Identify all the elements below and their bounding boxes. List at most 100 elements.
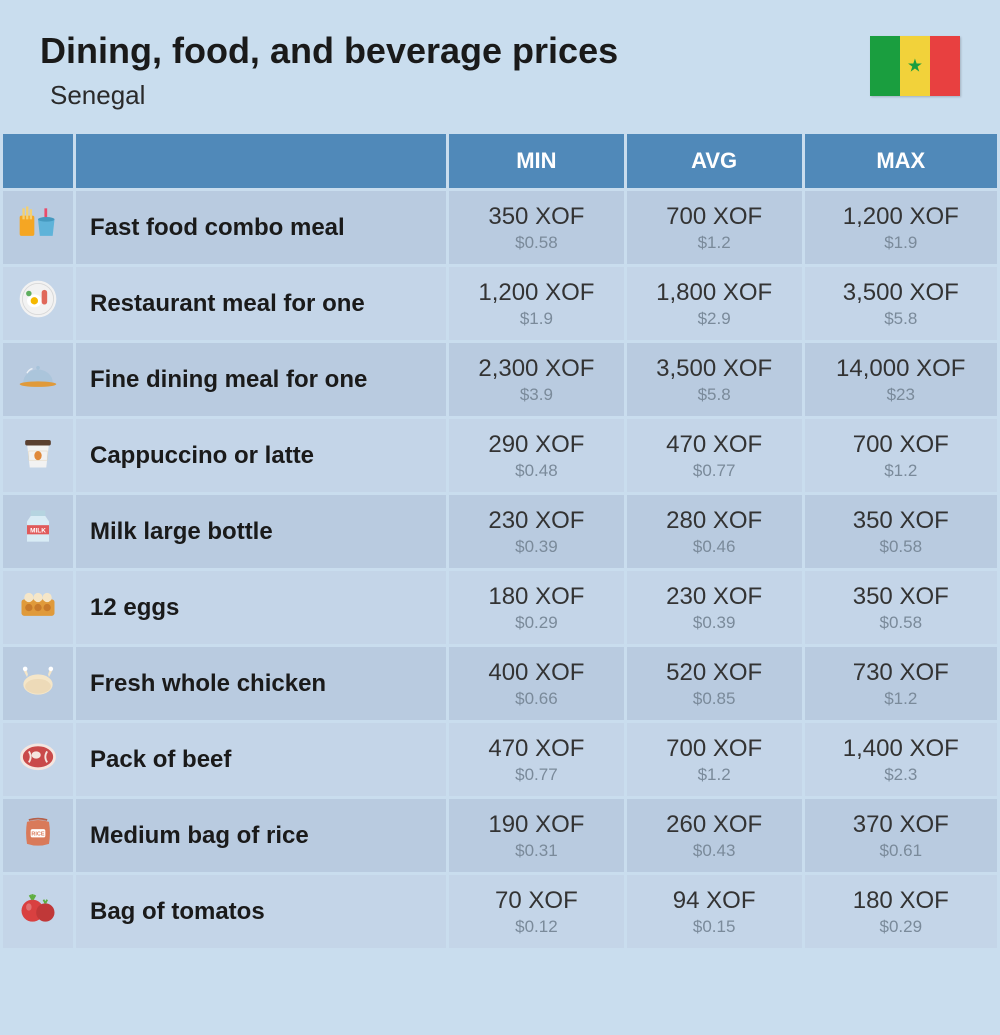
price-usd: $5.8 — [813, 309, 989, 329]
plate-egg-icon — [3, 267, 73, 340]
price-avg: 700 XOF$1.2 — [627, 723, 802, 796]
price-xof: 70 XOF — [457, 887, 616, 915]
price-usd: $0.58 — [457, 233, 616, 253]
price-usd: $0.85 — [635, 689, 794, 709]
price-xof: 400 XOF — [457, 659, 616, 687]
price-max: 14,000 XOF$23 — [805, 343, 997, 416]
price-usd: $0.15 — [635, 917, 794, 937]
price-min: 350 XOF$0.58 — [449, 191, 624, 264]
price-min: 400 XOF$0.66 — [449, 647, 624, 720]
price-avg: 280 XOF$0.46 — [627, 495, 802, 568]
price-avg: 520 XOF$0.85 — [627, 647, 802, 720]
table-row: Pack of beef470 XOF$0.77700 XOF$1.21,400… — [3, 723, 997, 796]
price-xof: 1,200 XOF — [457, 279, 616, 307]
price-xof: 1,800 XOF — [635, 279, 794, 307]
price-xof: 1,400 XOF — [813, 735, 989, 763]
price-xof: 700 XOF — [635, 203, 794, 231]
flag-stripe-yellow: ★ — [900, 36, 930, 96]
price-usd: $1.2 — [635, 765, 794, 785]
price-max: 350 XOF$0.58 — [805, 571, 997, 644]
price-usd: $0.39 — [457, 537, 616, 557]
table-row: Fast food combo meal350 XOF$0.58700 XOF$… — [3, 191, 997, 264]
price-usd: $0.58 — [813, 537, 989, 557]
price-max: 350 XOF$0.58 — [805, 495, 997, 568]
price-xof: 14,000 XOF — [813, 355, 989, 383]
svg-text:MILK: MILK — [30, 528, 46, 535]
price-min: 230 XOF$0.39 — [449, 495, 624, 568]
flag-stripe-red — [930, 36, 960, 96]
eggs-carton-icon — [3, 571, 73, 644]
price-min: 1,200 XOF$1.9 — [449, 267, 624, 340]
flag-stripe-green — [870, 36, 900, 96]
table-row: Cappuccino or latte290 XOF$0.48470 XOF$0… — [3, 419, 997, 492]
item-name: Fine dining meal for one — [76, 343, 446, 416]
price-xof: 370 XOF — [813, 811, 989, 839]
table-row: 12 eggs180 XOF$0.29230 XOF$0.39350 XOF$0… — [3, 571, 997, 644]
table-row: Restaurant meal for one1,200 XOF$1.91,80… — [3, 267, 997, 340]
th-name — [76, 134, 446, 188]
price-min: 70 XOF$0.12 — [449, 875, 624, 948]
table-row: MILKMilk large bottle230 XOF$0.39280 XOF… — [3, 495, 997, 568]
price-min: 470 XOF$0.77 — [449, 723, 624, 796]
price-usd: $0.43 — [635, 841, 794, 861]
milk-bottle-icon: MILK — [3, 495, 73, 568]
price-usd: $1.2 — [813, 461, 989, 481]
tomatoes-icon — [3, 875, 73, 948]
price-max: 1,400 XOF$2.3 — [805, 723, 997, 796]
price-usd: $0.39 — [635, 613, 794, 633]
item-name: Fresh whole chicken — [76, 647, 446, 720]
price-xof: 700 XOF — [813, 431, 989, 459]
page-title: Dining, food, and beverage prices — [40, 30, 618, 72]
item-name: Milk large bottle — [76, 495, 446, 568]
chicken-icon — [3, 647, 73, 720]
price-avg: 1,800 XOF$2.9 — [627, 267, 802, 340]
price-xof: 230 XOF — [457, 507, 616, 535]
price-avg: 3,500 XOF$5.8 — [627, 343, 802, 416]
price-xof: 94 XOF — [635, 887, 794, 915]
th-icon — [3, 134, 73, 188]
flag-senegal-icon: ★ — [870, 36, 960, 96]
price-avg: 700 XOF$1.2 — [627, 191, 802, 264]
prices-table: MIN AVG MAX Fast food combo meal350 XOF$… — [0, 131, 1000, 951]
price-xof: 280 XOF — [635, 507, 794, 535]
th-max: MAX — [805, 134, 997, 188]
price-usd: $0.77 — [457, 765, 616, 785]
cloche-icon — [3, 343, 73, 416]
price-min: 290 XOF$0.48 — [449, 419, 624, 492]
price-xof: 180 XOF — [813, 887, 989, 915]
price-usd: $0.12 — [457, 917, 616, 937]
table-row: Fresh whole chicken400 XOF$0.66520 XOF$0… — [3, 647, 997, 720]
rice-bag-icon: RICE — [3, 799, 73, 872]
price-avg: 470 XOF$0.77 — [627, 419, 802, 492]
price-usd: $0.48 — [457, 461, 616, 481]
price-xof: 700 XOF — [635, 735, 794, 763]
price-max: 3,500 XOF$5.8 — [805, 267, 997, 340]
price-usd: $0.66 — [457, 689, 616, 709]
price-usd: $0.29 — [457, 613, 616, 633]
price-usd: $1.2 — [635, 233, 794, 253]
item-name: Fast food combo meal — [76, 191, 446, 264]
item-name: 12 eggs — [76, 571, 446, 644]
price-usd: $3.9 — [457, 385, 616, 405]
price-xof: 290 XOF — [457, 431, 616, 459]
item-name: Bag of tomatos — [76, 875, 446, 948]
price-usd: $1.9 — [457, 309, 616, 329]
price-max: 730 XOF$1.2 — [805, 647, 997, 720]
price-xof: 190 XOF — [457, 811, 616, 839]
price-usd: $0.29 — [813, 917, 989, 937]
price-usd: $0.58 — [813, 613, 989, 633]
price-usd: $23 — [813, 385, 989, 405]
item-name: Pack of beef — [76, 723, 446, 796]
price-usd: $2.3 — [813, 765, 989, 785]
price-xof: 3,500 XOF — [813, 279, 989, 307]
beef-icon — [3, 723, 73, 796]
price-usd: $1.9 — [813, 233, 989, 253]
table-row: Fine dining meal for one2,300 XOF$3.93,5… — [3, 343, 997, 416]
price-usd: $1.2 — [813, 689, 989, 709]
price-xof: 520 XOF — [635, 659, 794, 687]
price-max: 700 XOF$1.2 — [805, 419, 997, 492]
page-subtitle: Senegal — [50, 80, 618, 111]
item-name: Cappuccino or latte — [76, 419, 446, 492]
price-usd: $2.9 — [635, 309, 794, 329]
price-max: 370 XOF$0.61 — [805, 799, 997, 872]
